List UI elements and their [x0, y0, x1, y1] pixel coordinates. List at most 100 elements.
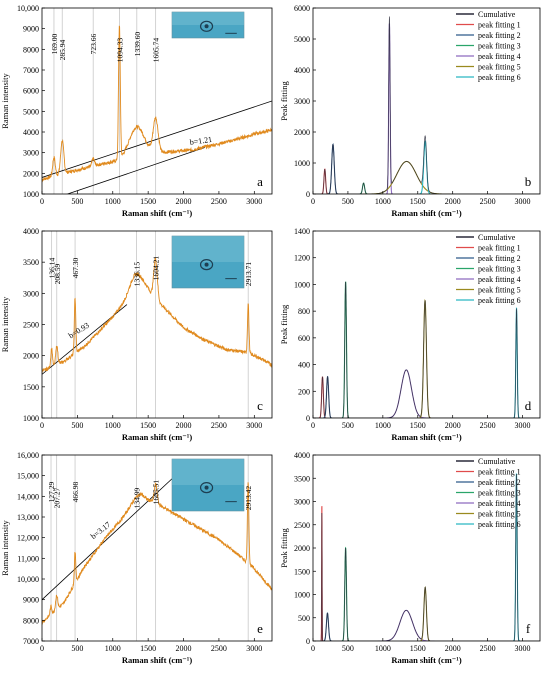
x-axis-label: Raman shift (cm⁻¹)	[122, 432, 192, 442]
y-tick-label: 400	[298, 361, 310, 370]
panel-b: 0 500 1000 1500 2000 2500 3000 0 1000 2000 3000 400…	[279, 4, 541, 218]
legend-entry: peak fitting 6	[478, 73, 521, 82]
x-tick-label: 500	[71, 644, 83, 653]
x-tick-label: 1000	[375, 197, 391, 206]
y-tick-label: 1200	[294, 254, 310, 263]
peak-position-label: 134.99	[132, 487, 141, 508]
peak-position-label: 169.00	[50, 33, 59, 54]
x-tick-label: 2500	[480, 421, 496, 430]
x-tick-label: 1500	[410, 197, 426, 206]
micrograph-inset	[171, 235, 245, 289]
x-axis-label: Raman shift (cm⁻¹)	[391, 432, 461, 442]
x-tick-label: 500	[71, 197, 83, 206]
y-axis-label: Raman intensity	[0, 520, 10, 576]
plot-area	[42, 455, 272, 641]
peak-position-label: 127.29	[47, 481, 56, 502]
peak-fit-1-line	[321, 168, 329, 194]
legend-entry: peak fitting 5	[478, 63, 521, 72]
y-tick-label: 0	[306, 637, 310, 646]
peak-position-label: 1339.60	[133, 32, 142, 57]
x-tick-label: 0	[311, 197, 315, 206]
legend-entry: peak fitting 2	[478, 31, 521, 40]
y-tick-label: 3500	[23, 258, 39, 267]
panel-a: 0 500 1000 1500 2000 2500 3000 1000 2000 3000 4000…	[0, 4, 273, 218]
legend-entry: peak fitting 6	[478, 520, 521, 529]
y-tick-label: 1000	[294, 280, 310, 289]
slope-annotation: b=1.21	[189, 135, 213, 147]
baseline-fit-line	[42, 474, 177, 600]
panel-letter: e	[257, 621, 263, 636]
y-tick-label: 500	[298, 614, 310, 623]
y-tick-label: 14,000	[17, 492, 39, 501]
legend-entry: Cumulative	[478, 233, 516, 242]
legend-entry: peak fitting 3	[478, 489, 521, 498]
panel-letter: a	[257, 174, 263, 189]
peak-fit-5-line	[362, 160, 451, 194]
x-tick-label: 500	[342, 197, 354, 206]
peak-position-label: 467.30	[71, 257, 80, 278]
y-tick-label: 2000	[23, 352, 39, 361]
legend-entry: peak fitting 2	[478, 478, 521, 487]
y-tick-label: 9000	[23, 596, 39, 605]
axes-frame	[41, 7, 273, 195]
x-tick-label: 2000	[445, 644, 461, 653]
y-tick-label: 0	[306, 190, 310, 199]
peak-position-label: 208.59	[53, 263, 62, 284]
peak-fit-5-line	[418, 299, 432, 418]
y-tick-label: 3000	[294, 498, 310, 507]
x-tick-label: 1000	[375, 421, 391, 430]
x-tick-label: 0	[40, 421, 44, 430]
cumulative-line	[313, 16, 540, 194]
micrograph-highlight	[172, 12, 244, 25]
peak-position-label: 1605.51	[152, 480, 161, 505]
y-tick-label: 4000	[294, 451, 310, 460]
peak-fit-4-line	[386, 23, 393, 194]
y-tick-label: 16,000	[17, 451, 39, 460]
x-tick-label: 1500	[140, 421, 156, 430]
x-axis-label: Raman shift (cm⁻¹)	[122, 208, 192, 218]
cumulative-line	[313, 474, 540, 641]
x-tick-label: 2000	[445, 197, 461, 206]
y-tick-label: 3000	[23, 149, 39, 158]
x-tick-label: 2000	[176, 421, 192, 430]
legend-entry: peak fitting 4	[478, 275, 521, 284]
y-tick-label: 6000	[23, 87, 39, 96]
y-axis-label: Raman intensity	[0, 296, 10, 352]
y-tick-label: 7000	[23, 637, 39, 646]
plot-area	[42, 231, 272, 418]
plot-area	[42, 8, 272, 194]
legend-entry: peak fitting 3	[478, 42, 521, 51]
y-tick-label: 1000	[294, 591, 310, 600]
panel-f: 0 500 1000 1500 2000 2500 3000 0 500 1000 1500 2000…	[279, 451, 541, 665]
y-tick-label: 2000	[294, 128, 310, 137]
x-tick-label: 1500	[410, 421, 426, 430]
y-tick-label: 3000	[23, 289, 39, 298]
y-tick-label: 3000	[294, 97, 310, 106]
x-tick-label: 0	[40, 197, 44, 206]
legend-entry: peak fitting 1	[478, 21, 521, 30]
x-tick-label: 2500	[211, 197, 227, 206]
x-tick-label: 3000	[515, 421, 531, 430]
y-axis-label: Peak fitting	[279, 304, 289, 344]
y-tick-label: 1500	[23, 383, 39, 392]
panel-letter: d	[525, 398, 532, 413]
x-tick-label: 1500	[140, 197, 156, 206]
x-tick-label: 2500	[480, 644, 496, 653]
y-tick-label: 10,000	[17, 4, 39, 13]
x-tick-label: 3000	[246, 421, 262, 430]
y-axis-label: Peak fitting	[279, 528, 289, 568]
peak-position-label: 285.94	[58, 39, 67, 60]
inclusion-outline	[199, 482, 214, 494]
y-tick-label: 0	[306, 414, 310, 423]
x-tick-label: 3000	[246, 197, 262, 206]
y-tick-label: 6000	[294, 4, 310, 13]
x-tick-label: 500	[71, 421, 83, 430]
peak-fit-4-line	[378, 609, 435, 641]
legend-entry: peak fitting 1	[478, 468, 521, 477]
legend-entry: Cumulative	[478, 457, 516, 466]
micrograph-inset	[171, 458, 245, 512]
raman-spectrum-line	[42, 25, 272, 183]
